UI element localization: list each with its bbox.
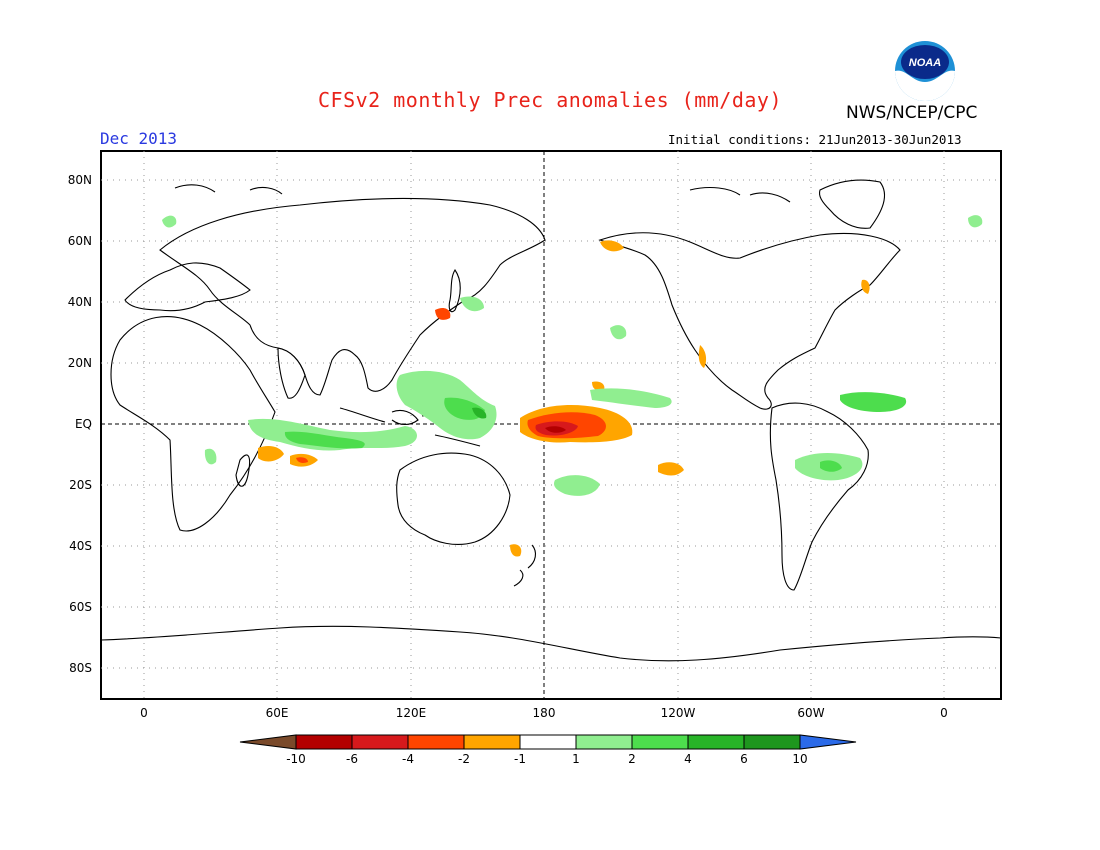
colorbar-tick-label: 2 (628, 752, 636, 766)
coastlines (100, 179, 1002, 662)
colorbar-swatch (687, 734, 745, 750)
lon-label: 60W (797, 706, 825, 720)
valid-month-label: Dec 2013 (100, 129, 178, 148)
colorbar-swatch (743, 734, 801, 750)
svg-text:NOAA: NOAA (909, 57, 941, 69)
colorbar-swatch (631, 734, 689, 750)
graticule (101, 151, 1001, 699)
lat-label: 20S (69, 478, 92, 492)
colorbar-tick-label: 10 (792, 752, 808, 766)
colorbar-tick-label: -4 (402, 752, 414, 766)
colorbar-min-arrow (239, 734, 297, 750)
lon-label: 0 (140, 706, 148, 720)
organization-label: NWS/NCEP/CPC (846, 103, 978, 123)
colorbar-tick-label: 6 (740, 752, 748, 766)
lon-label: 120E (395, 706, 427, 720)
negative-anomalies (258, 240, 870, 557)
colorbar-swatch (295, 734, 353, 750)
lat-label: 40N (67, 295, 92, 309)
lat-label: EQ (74, 417, 92, 431)
lat-label: 60S (69, 600, 92, 614)
lat-label: 40S (69, 539, 92, 553)
map-title: CFSv2 monthly Prec anomalies (mm/day) (317, 88, 783, 112)
colorbar-tick-label: -2 (458, 752, 470, 766)
colorbar-tick-label: 4 (684, 752, 692, 766)
lon-label: 60E (265, 706, 289, 720)
lon-label: 120W (660, 706, 696, 720)
colorbar (236, 732, 866, 756)
colorbar-tick-label: -6 (346, 752, 358, 766)
world-map (100, 150, 1002, 700)
initial-conditions-label: Initial conditions: 21Jun2013-30Jun2013 (668, 132, 962, 147)
lat-label: 60N (67, 234, 92, 248)
colorbar-tick-label: 1 (572, 752, 580, 766)
positive-anomalies (162, 215, 983, 496)
colorbar-swatch (519, 734, 577, 750)
noaa-logo: NOAA (894, 40, 956, 102)
colorbar-swatches (239, 734, 857, 750)
lon-label: 0 (940, 706, 948, 720)
map-panel (100, 150, 1002, 704)
lat-label: 80S (69, 661, 92, 675)
colorbar-swatch (407, 734, 465, 750)
colorbar-swatch (463, 734, 521, 750)
colorbar-swatch (575, 734, 633, 750)
colorbar-tick-label: -1 (514, 752, 526, 766)
colorbar-swatch (351, 734, 409, 750)
colorbar-max-arrow (799, 734, 857, 750)
lat-label: 80N (67, 173, 92, 187)
colorbar-tick-label: -10 (286, 752, 306, 766)
lon-label: 180 (532, 706, 556, 720)
lat-label: 20N (67, 356, 92, 370)
